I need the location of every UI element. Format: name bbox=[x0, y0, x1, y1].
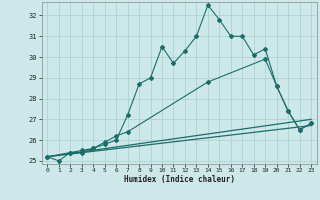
X-axis label: Humidex (Indice chaleur): Humidex (Indice chaleur) bbox=[124, 175, 235, 184]
